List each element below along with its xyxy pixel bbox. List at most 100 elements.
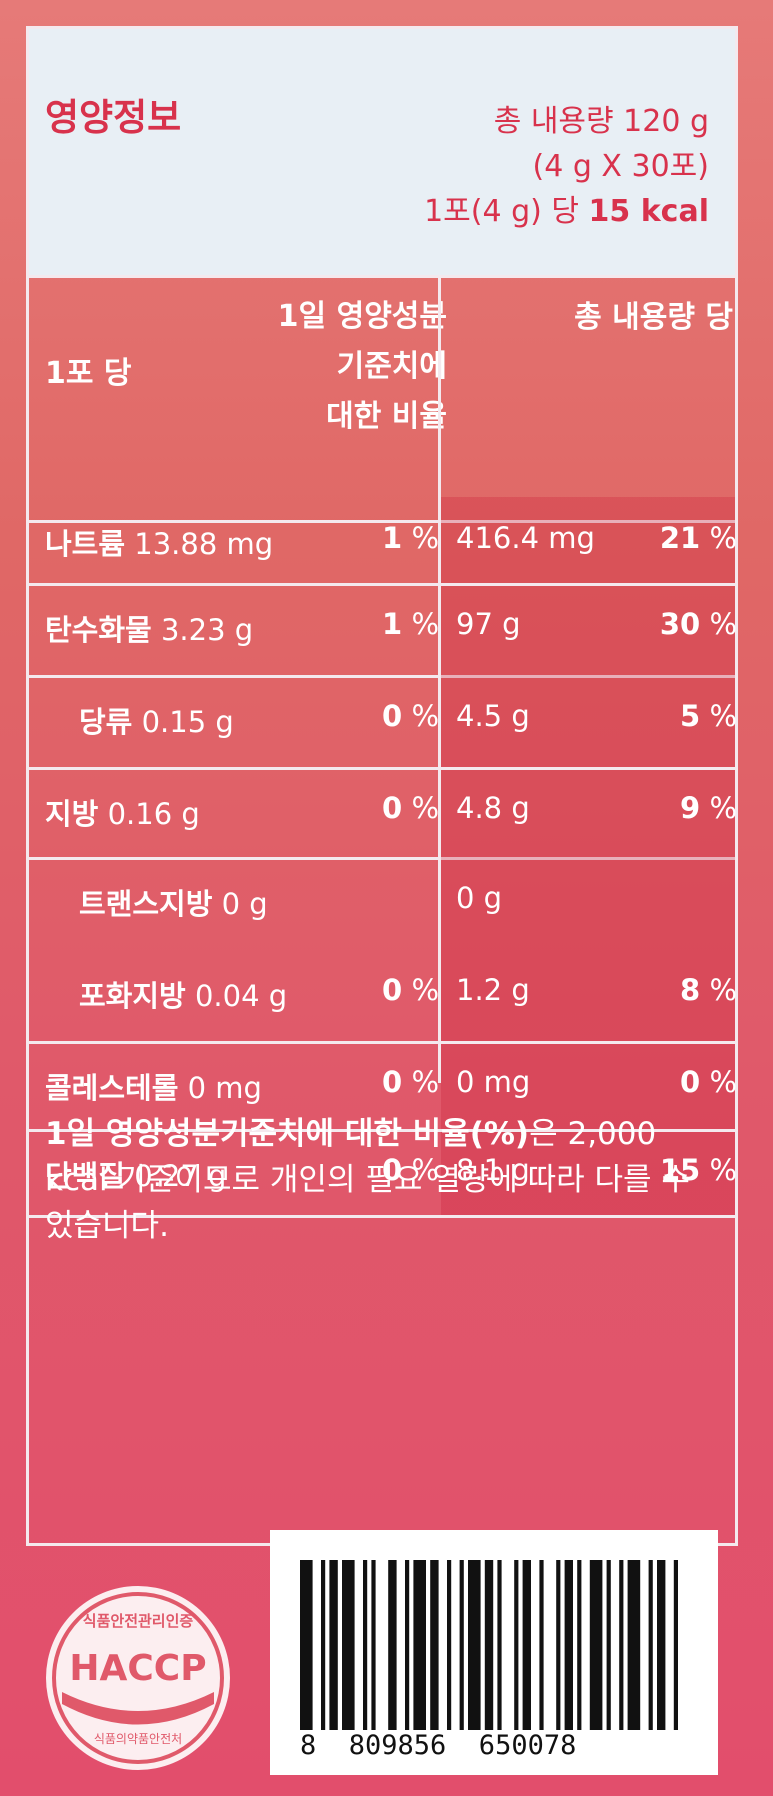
total-percent-number: 8 <box>680 973 701 1007</box>
daily-value-number: 0 <box>382 1065 403 1099</box>
total-percent-number: 0 <box>680 1065 701 1099</box>
barcode-bar <box>468 1560 481 1730</box>
per-pack-energy: 1포(4 g) 당 15 kcal <box>424 189 709 234</box>
percent-sign: % <box>709 521 737 555</box>
nutrient-name: 포화지방 0.04 g <box>79 973 287 1015</box>
daily-value-number: 1 <box>382 607 403 641</box>
barcode-bar <box>388 1560 397 1730</box>
barcode-number: 8 809856 650078 <box>300 1730 577 1761</box>
total-percent: 0 % <box>569 1065 737 1099</box>
total-percent: 9 % <box>569 791 737 825</box>
nutrient-row: 당류 0.15 g 0 % 4.5 g 5 % <box>29 675 737 767</box>
row-right-shade <box>441 583 735 675</box>
nutrient-label: 콜레스테롤 <box>45 1071 179 1105</box>
row-separator <box>29 675 735 678</box>
daily-value-heading-line1: 1일 영양성분 <box>277 299 447 334</box>
haccp-wordmark: HACCP <box>69 1648 207 1689</box>
barcode-bar <box>371 1560 376 1730</box>
nutrient-row: 포화지방 0.04 g 0 % 1.2 g 8 % <box>29 949 737 1041</box>
nutrient-label: 지방 <box>45 797 99 831</box>
row-separator <box>29 767 735 770</box>
total-percent: 30 % <box>569 607 737 641</box>
barcode-bar <box>405 1560 410 1730</box>
nutrient-name: 탄수화물 3.23 g <box>45 607 253 649</box>
nutrient-label: 나트륨 <box>45 527 126 561</box>
nutrient-amount: 3.23 g <box>160 613 254 647</box>
barcode-bar <box>657 1560 666 1730</box>
row-right-shade <box>441 1041 735 1129</box>
barcode-bar <box>321 1560 326 1730</box>
nutrient-amount: 0.04 g <box>194 979 288 1013</box>
per-pack-heading: 1포 당 <box>45 356 132 391</box>
nutrient-row: 탄수화물 3.23 g 1 % 97 g 30 % <box>29 583 737 675</box>
percent-sign: % <box>709 1065 737 1099</box>
total-amount: 0 mg <box>456 1065 531 1099</box>
percent-sign: % <box>709 1153 737 1187</box>
nutrient-row: 지방 0.16 g 0 % 4.8 g 9 % <box>29 767 737 857</box>
barcode-bar <box>363 1560 368 1730</box>
barcode-bar <box>627 1560 641 1730</box>
nutrient-label: 포화지방 <box>79 979 186 1013</box>
barcode-bar <box>497 1560 502 1730</box>
daily-value-percent: 0 % <box>319 1153 439 1187</box>
nutrient-label: 단백질 <box>45 1159 126 1193</box>
row-separator <box>29 1215 735 1218</box>
nutrient-row: 나트륨 13.88 mg 1 % 416.4 mg 21 % <box>29 497 737 583</box>
barcode-bar <box>300 1560 313 1730</box>
total-amount: 0 g <box>456 881 503 915</box>
nutrient-row: 단백질 0.27 g 0 % 8.1 g 15 % <box>29 1129 737 1215</box>
total-content: 총 내용량 120 g <box>493 104 709 139</box>
haccp-top-text: 식품안전관리인증 <box>82 1612 194 1630</box>
per-pack-prefix: 1포(4 g) 당 <box>424 194 579 229</box>
daily-value-number: 0 <box>382 973 403 1007</box>
total-percent: 5 % <box>569 699 737 733</box>
column-header: 1포 당 1일 영양성분 기준치에 대한 비율 총 내용량 당 <box>29 275 735 523</box>
row-right-shade <box>441 949 735 1041</box>
daily-value-percent: 0 % <box>319 1065 439 1099</box>
daily-value-percent: 0 % <box>319 791 439 825</box>
barcode-bar <box>648 1560 653 1730</box>
total-amount: 1.2 g <box>456 973 530 1007</box>
daily-value-percent: 0 % <box>319 699 439 733</box>
nutrient-name: 콜레스테롤 0 mg <box>45 1065 262 1107</box>
row-right-shade <box>441 497 735 583</box>
total-amount: 8.1 g <box>456 1153 530 1187</box>
pack-info: (4 g X 30포) <box>532 149 709 184</box>
barcode-bar <box>459 1560 464 1730</box>
barcode-bar <box>606 1560 611 1730</box>
daily-value-number: 0 <box>382 791 403 825</box>
daily-value-number: 0 <box>382 1153 403 1187</box>
barcode-bar <box>577 1560 582 1730</box>
barcode-bar <box>522 1560 531 1730</box>
per-total-heading: 총 내용량 당 <box>574 300 733 335</box>
total-amount: 416.4 mg <box>456 521 595 555</box>
barcode-bar <box>556 1560 561 1730</box>
row-right-shade <box>441 675 735 767</box>
daily-value-percent: 1 % <box>319 607 439 641</box>
barcode-bar <box>514 1560 519 1730</box>
percent-sign: % <box>709 973 737 1007</box>
daily-value-note: 1일 영양성분기준치에 대한 비율(%)은 2,000 kcal 기준이므로 개… <box>45 1111 725 1249</box>
barcode-bar <box>619 1560 624 1730</box>
barcode-bar <box>564 1560 573 1730</box>
total-percent-number: 9 <box>680 791 701 825</box>
total-percent-number: 5 <box>680 699 701 733</box>
total-percent-number: 21 <box>659 521 701 555</box>
nutrient-amount: 13.88 mg <box>134 527 274 561</box>
percent-sign: % <box>411 1065 439 1099</box>
haccp-logo: 식품안전관리인증 HACCP 식품의약품안전처 <box>40 1580 236 1776</box>
row-right-shade <box>441 767 735 857</box>
content-summary: 총 내용량 120 g (4 g X 30포) 1포(4 g) 당 15 kca… <box>424 99 709 234</box>
percent-sign: % <box>411 973 439 1007</box>
percent-sign: % <box>709 607 737 641</box>
total-amount: 4.8 g <box>456 791 530 825</box>
nutrition-panel: 영양정보 총 내용량 120 g (4 g X 30포) 1포(4 g) 당 1… <box>26 26 738 1546</box>
nutrient-name: 당류 0.15 g <box>79 699 234 741</box>
daily-value-heading-line3: 대한 비율 <box>326 399 447 434</box>
percent-sign: % <box>411 1153 439 1187</box>
barcode-bar <box>484 1560 494 1730</box>
note-bold: 1일 영양성분기준치에 대한 비율(%) <box>45 1116 530 1152</box>
nutrient-amount: 0.15 g <box>141 705 234 739</box>
nutrient-amount: 0 mg <box>187 1071 262 1105</box>
row-separator <box>29 583 735 586</box>
